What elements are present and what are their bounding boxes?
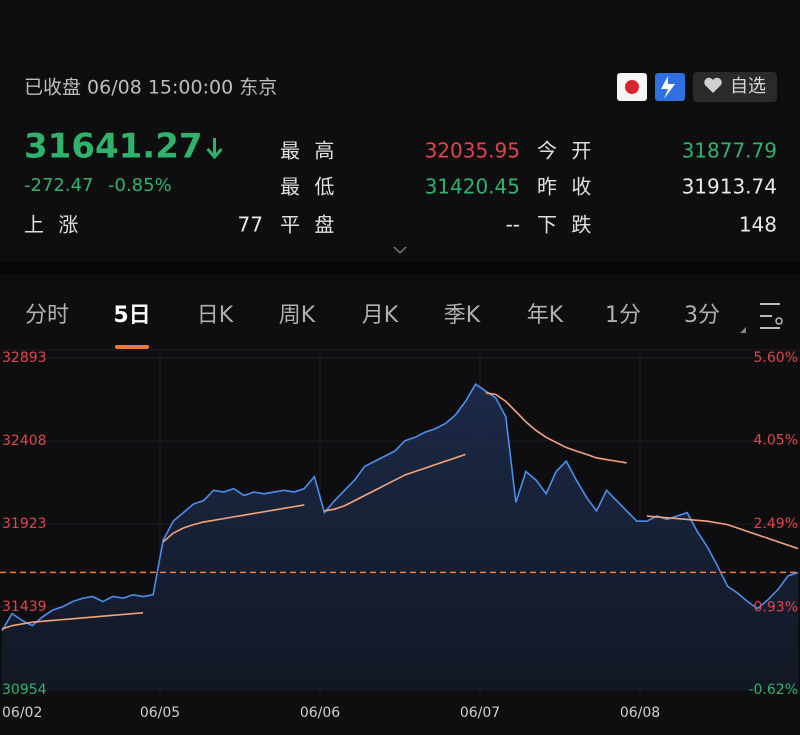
stat-value: 77 (238, 213, 263, 237)
tab[interactable]: 日K (197, 303, 234, 328)
tab[interactable]: 5日 (113, 303, 150, 328)
separator (0, 262, 800, 274)
price-area (2, 384, 798, 690)
tab[interactable]: 1分 (605, 303, 641, 328)
settings-dot (775, 317, 783, 325)
x-tick-label: 06/07 (460, 705, 500, 721)
stat-value: 31913.74 (682, 175, 777, 199)
expand-chevron[interactable] (393, 246, 407, 255)
period-tabs: 分时 5日 日K 周K 月K 季K 年K 1分 3分 (25, 303, 720, 349)
y-tick-label: 32893 (2, 350, 47, 366)
tab[interactable]: 季K (444, 303, 481, 328)
x-tick-label: 06/02 (2, 705, 42, 721)
x-tick-label: 06/08 (620, 705, 660, 721)
stat-label: 下 跌 (537, 213, 595, 237)
change-percent: -0.85% (108, 175, 172, 196)
average-line (1, 391, 799, 630)
flag-sun (625, 80, 639, 94)
level2-icon[interactable] (655, 73, 685, 101)
stat-label: 平 盘 (280, 213, 338, 237)
tab[interactable]: 月K (362, 303, 399, 328)
bolt (661, 76, 675, 99)
watch-label: 自选 (730, 76, 766, 97)
price-line (1, 383, 799, 632)
tab[interactable]: 年K (527, 303, 564, 328)
stat-label: 最 高 (280, 139, 338, 163)
y2-tick-label: 2.49% (754, 516, 798, 532)
chart-settings[interactable] (760, 303, 783, 329)
stat-value: -- (506, 213, 520, 237)
heart-icon (704, 77, 722, 93)
chart: 32893 32408 31923 31439 30954 5.60% 4.05% 2.49%… (0, 350, 800, 721)
x-tick-label: 06/05 (140, 705, 180, 721)
y-tick-label: 32408 (2, 433, 47, 449)
y2-tick-label: 5.60% (754, 350, 798, 366)
y-tick-label: 31439 (2, 599, 47, 615)
more-indicator (740, 327, 746, 333)
y-tick-label: 30954 (2, 682, 47, 698)
stat-label: 昨 收 (537, 175, 595, 199)
tab[interactable]: 3分 (684, 303, 720, 328)
tab-underline (115, 345, 149, 349)
stat-label: 今 开 (537, 139, 595, 163)
stat-label: 最 低 (280, 175, 338, 199)
stat-value: 31420.45 (425, 175, 520, 199)
tab[interactable]: 分时 (25, 303, 69, 328)
last-price: 31641.27 (24, 127, 203, 167)
stat-value: 32035.95 (425, 139, 520, 163)
watch-button[interactable]: 自选 (693, 72, 777, 102)
tab[interactable]: 周K (279, 303, 316, 328)
y2-tick-label: -0.62% (748, 682, 798, 698)
market-status: 已收盘 06/08 15:00:00 东京 (24, 77, 277, 99)
x-tick-label: 06/06 (300, 705, 340, 721)
market-flag[interactable] (617, 73, 647, 101)
y2-tick-label: 0.93% (754, 599, 798, 615)
settings-icon (760, 303, 780, 329)
stat-value: 148 (739, 213, 777, 237)
y-tick-label: 31923 (2, 516, 47, 532)
y2-tick-label: 4.05% (754, 433, 798, 449)
stat-label: 上 涨 (24, 213, 82, 237)
change: -272.47 (24, 175, 93, 196)
down-arrow (206, 138, 223, 160)
stat-value: 31877.79 (682, 139, 777, 163)
